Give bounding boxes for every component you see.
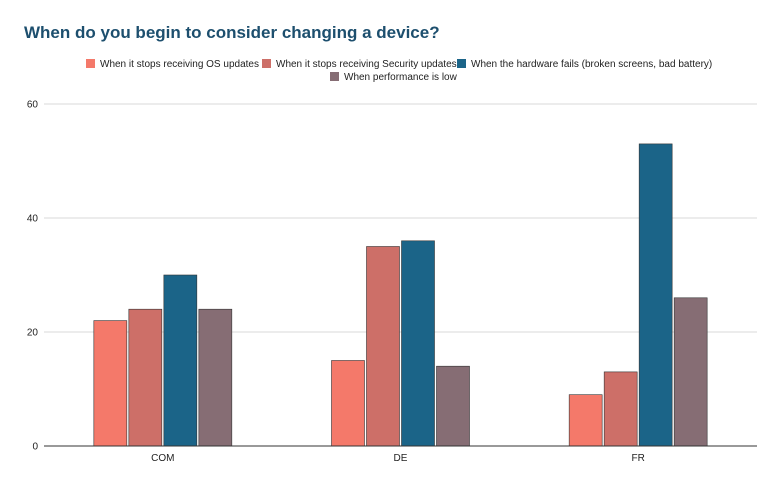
- legend-swatch-performance-low: [330, 72, 339, 81]
- legend-item-hardware-fails: When the hardware fails (broken screens,…: [457, 59, 712, 70]
- y-tick-label-60: 60: [27, 100, 39, 111]
- legend-label-hardware-fails: When the hardware fails (broken screens,…: [471, 59, 712, 70]
- x-tick-label-com: COM: [151, 453, 174, 464]
- bar-com-series-1: [93, 320, 128, 447]
- y-tick-label-40: 40: [27, 214, 39, 225]
- legend: When it stops receiving OS updates When …: [86, 59, 712, 83]
- bar-fr-series-4: [673, 297, 708, 447]
- legend-swatch-security-updates: [262, 59, 271, 68]
- gridlines: [44, 103, 757, 333]
- legend-swatch-os-updates: [86, 59, 95, 68]
- bar-de-series-1: [331, 360, 365, 447]
- legend-item-os-updates: When it stops receiving OS updates: [86, 59, 259, 70]
- chart-title: When do you begin to consider changing a…: [24, 23, 440, 42]
- bar-com-series-4: [198, 308, 233, 447]
- legend-item-performance-low: When performance is low: [330, 72, 458, 83]
- legend-label-performance-low: When performance is low: [344, 72, 458, 83]
- bars: [93, 143, 708, 447]
- bar-fr-series-3: [638, 143, 673, 447]
- bar-com-series-3: [163, 274, 198, 447]
- x-tick-label-fr: FR: [631, 453, 644, 464]
- legend-swatch-hardware-fails: [457, 59, 466, 68]
- x-tick-label-de: DE: [394, 453, 408, 464]
- bar-de-series-3: [401, 240, 435, 447]
- bar-de-series-4: [436, 365, 470, 447]
- y-tick-label-0: 0: [32, 442, 38, 453]
- bar-fr-series-1: [568, 394, 603, 447]
- y-tick-label-20: 20: [27, 328, 39, 339]
- legend-item-security-updates: When it stops receiving Security updates: [262, 59, 457, 70]
- bar-fr-series-2: [603, 371, 638, 447]
- x-axis: COM DE FR: [151, 453, 645, 464]
- bar-de-series-2: [366, 246, 400, 447]
- legend-label-security-updates: When it stops receiving Security updates: [276, 59, 457, 70]
- legend-label-os-updates: When it stops receiving OS updates: [100, 59, 259, 70]
- bar-com-series-2: [128, 308, 163, 447]
- y-axis: 0 20 40 60: [27, 100, 39, 453]
